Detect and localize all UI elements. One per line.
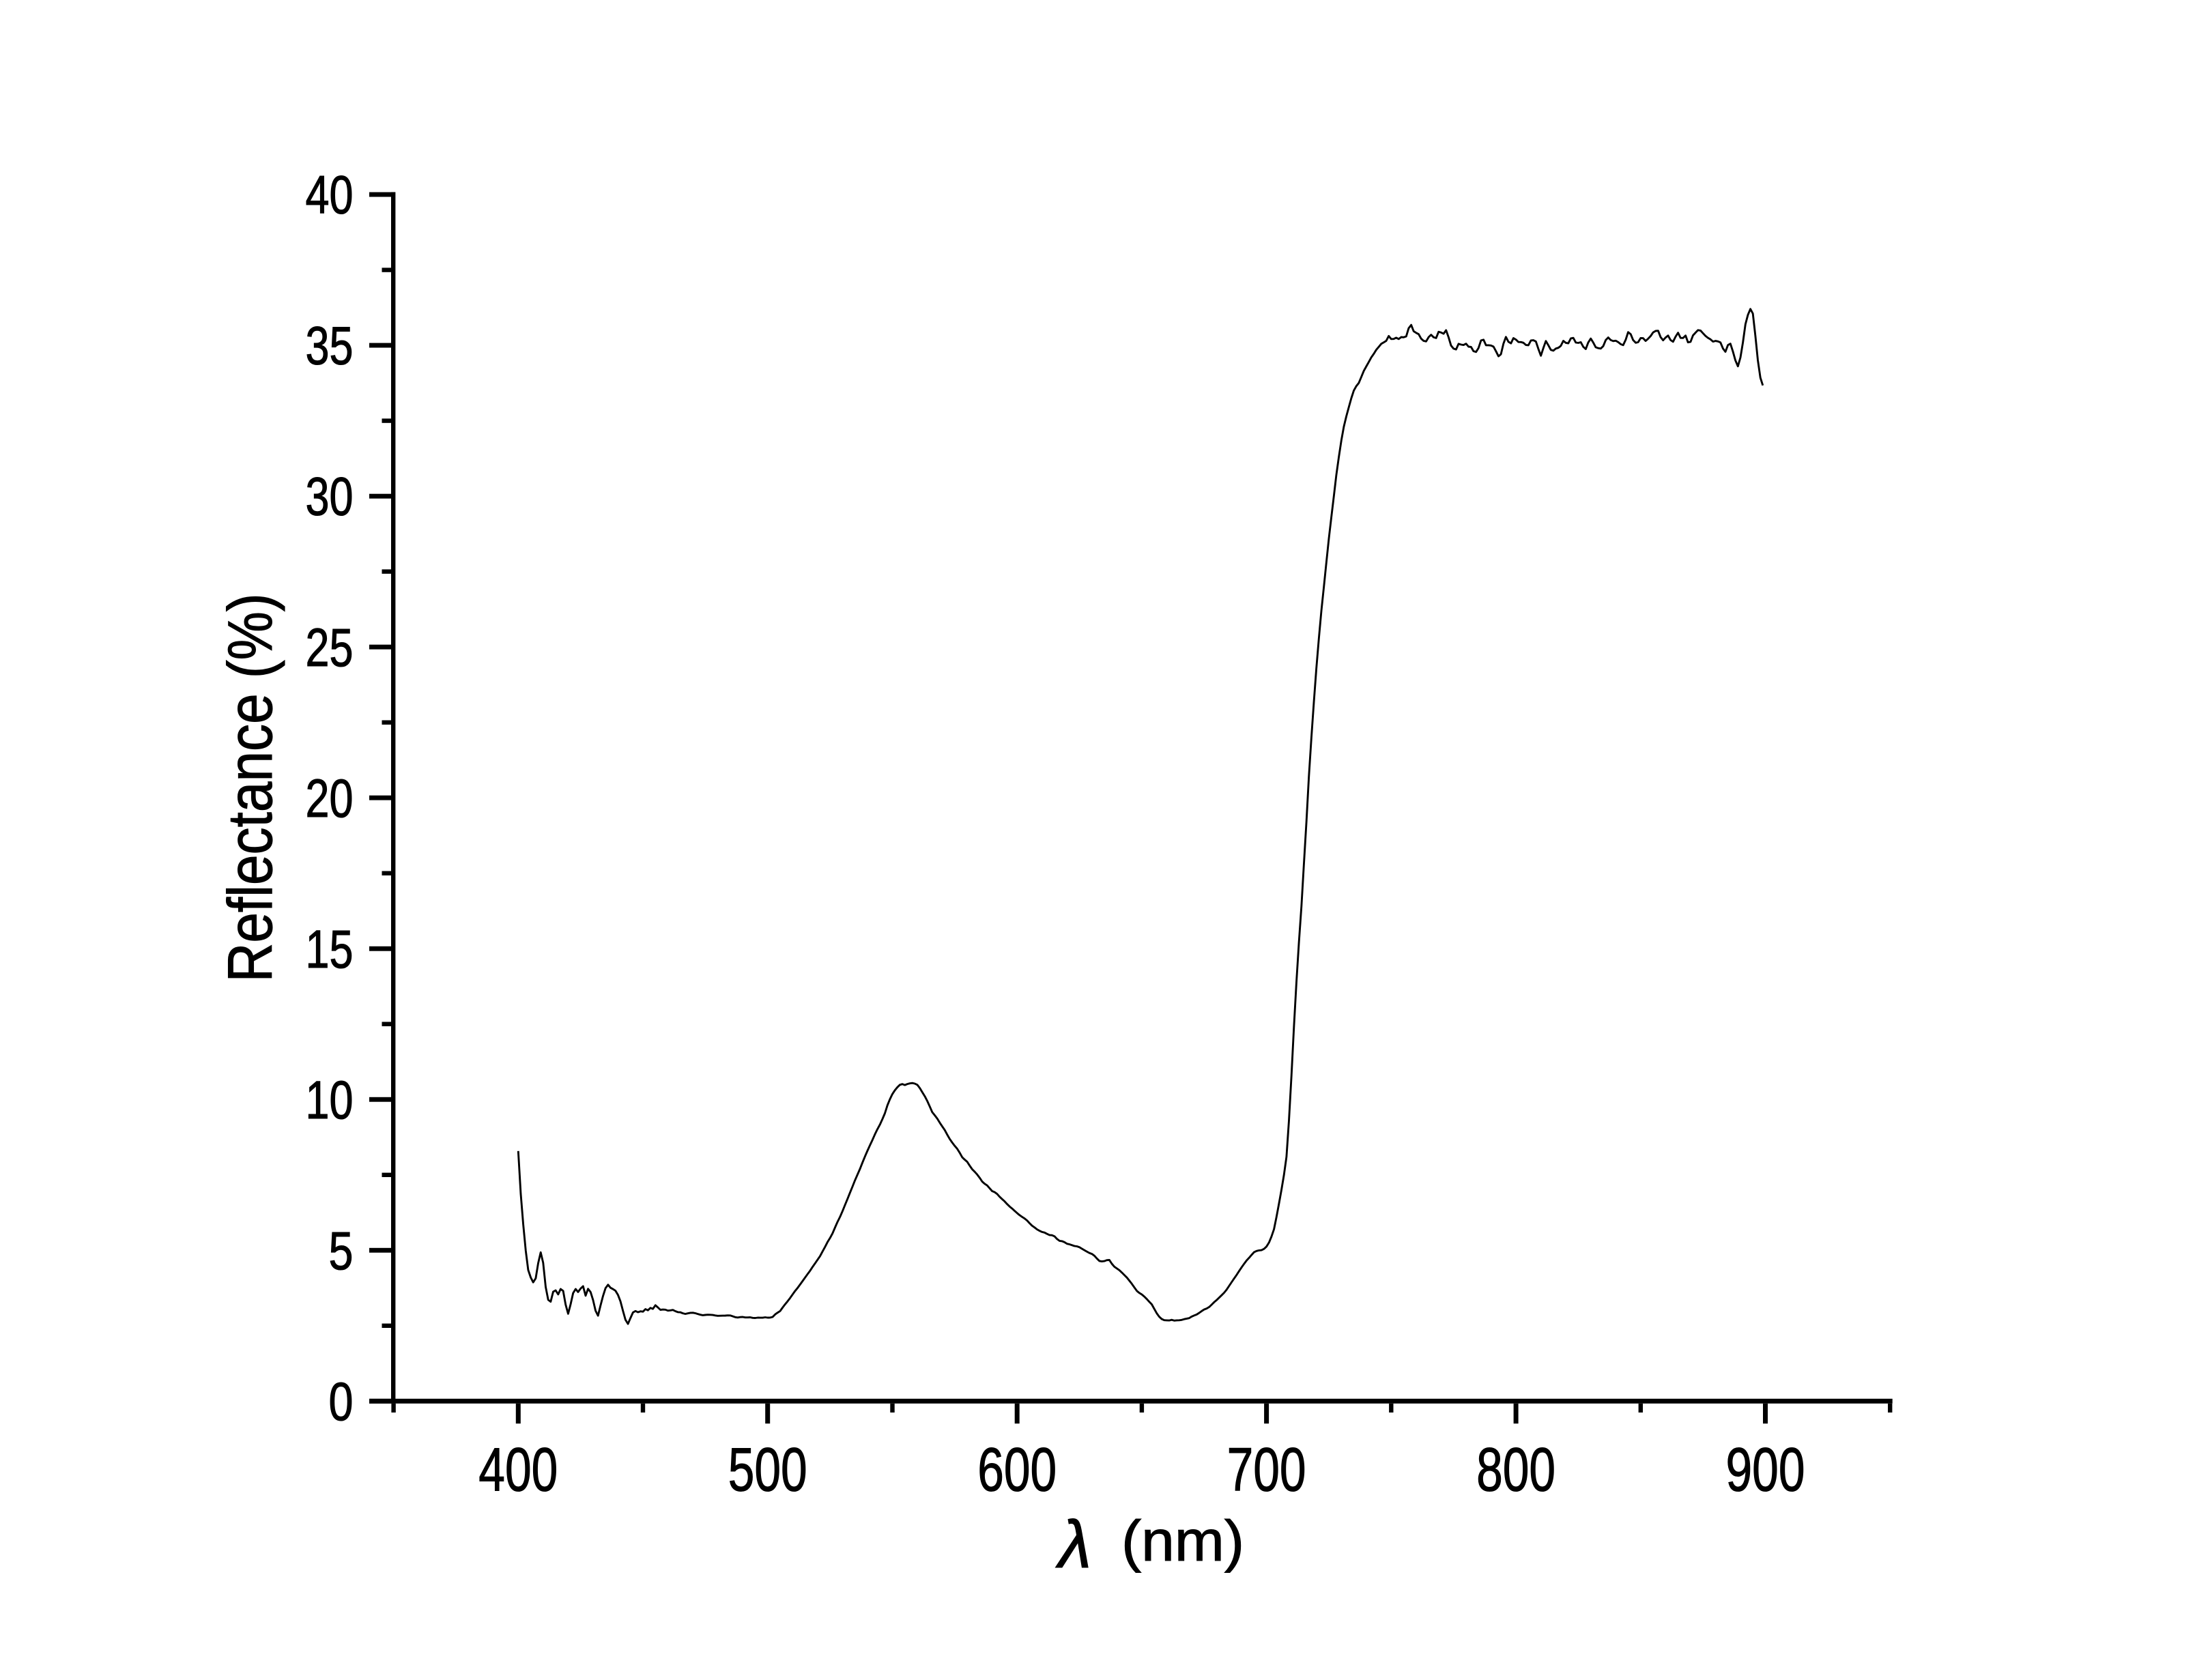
svg-text:15: 15	[306, 919, 354, 979]
svg-text:900: 900	[1726, 1436, 1805, 1505]
svg-text:35: 35	[306, 316, 354, 376]
svg-text:800: 800	[1476, 1436, 1555, 1505]
svg-text:700: 700	[1227, 1436, 1306, 1505]
svg-text:Reflectance (%): Reflectance (%)	[216, 594, 285, 983]
svg-text:5: 5	[329, 1221, 354, 1281]
svg-text:λ: λ	[1055, 1507, 1091, 1582]
svg-text:40: 40	[306, 165, 354, 225]
svg-text:25: 25	[306, 618, 354, 678]
svg-text:0: 0	[329, 1372, 354, 1432]
svg-text:(nm): (nm)	[1121, 1509, 1244, 1573]
svg-text:10: 10	[306, 1070, 354, 1130]
svg-text:600: 600	[977, 1436, 1057, 1505]
svg-text:500: 500	[728, 1436, 807, 1505]
svg-text:400: 400	[478, 1436, 558, 1505]
svg-text:30: 30	[306, 467, 354, 527]
svg-text:20: 20	[306, 768, 354, 828]
